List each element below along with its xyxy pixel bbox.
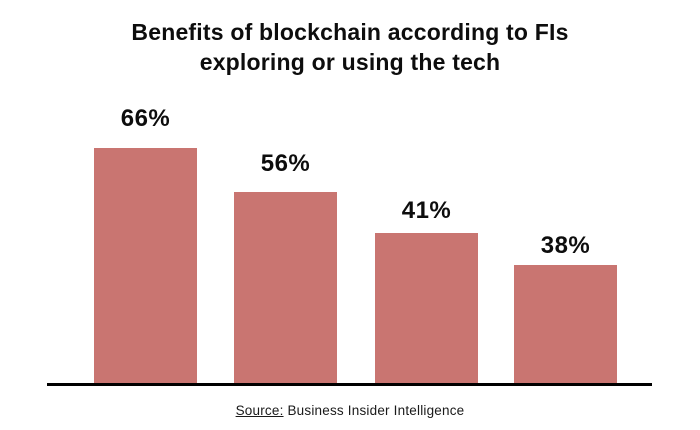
bar	[375, 233, 478, 385]
x-axis-line	[47, 383, 652, 386]
source-text: Business Insider Intelligence	[283, 403, 465, 418]
bar	[514, 265, 617, 385]
bar-value-label: 56%	[260, 150, 311, 177]
bar	[234, 192, 337, 385]
bar-value-label: 66%	[120, 105, 171, 132]
bar	[94, 148, 197, 385]
source-label: Source:	[235, 403, 284, 418]
chart-title: Benefits of blockchain according to FIs …	[131, 19, 569, 75]
bar-value-label: 41%	[401, 197, 452, 224]
bar-value-label: 38%	[540, 232, 591, 259]
source-line: Source: Business Insider Intelligence	[0, 403, 700, 418]
